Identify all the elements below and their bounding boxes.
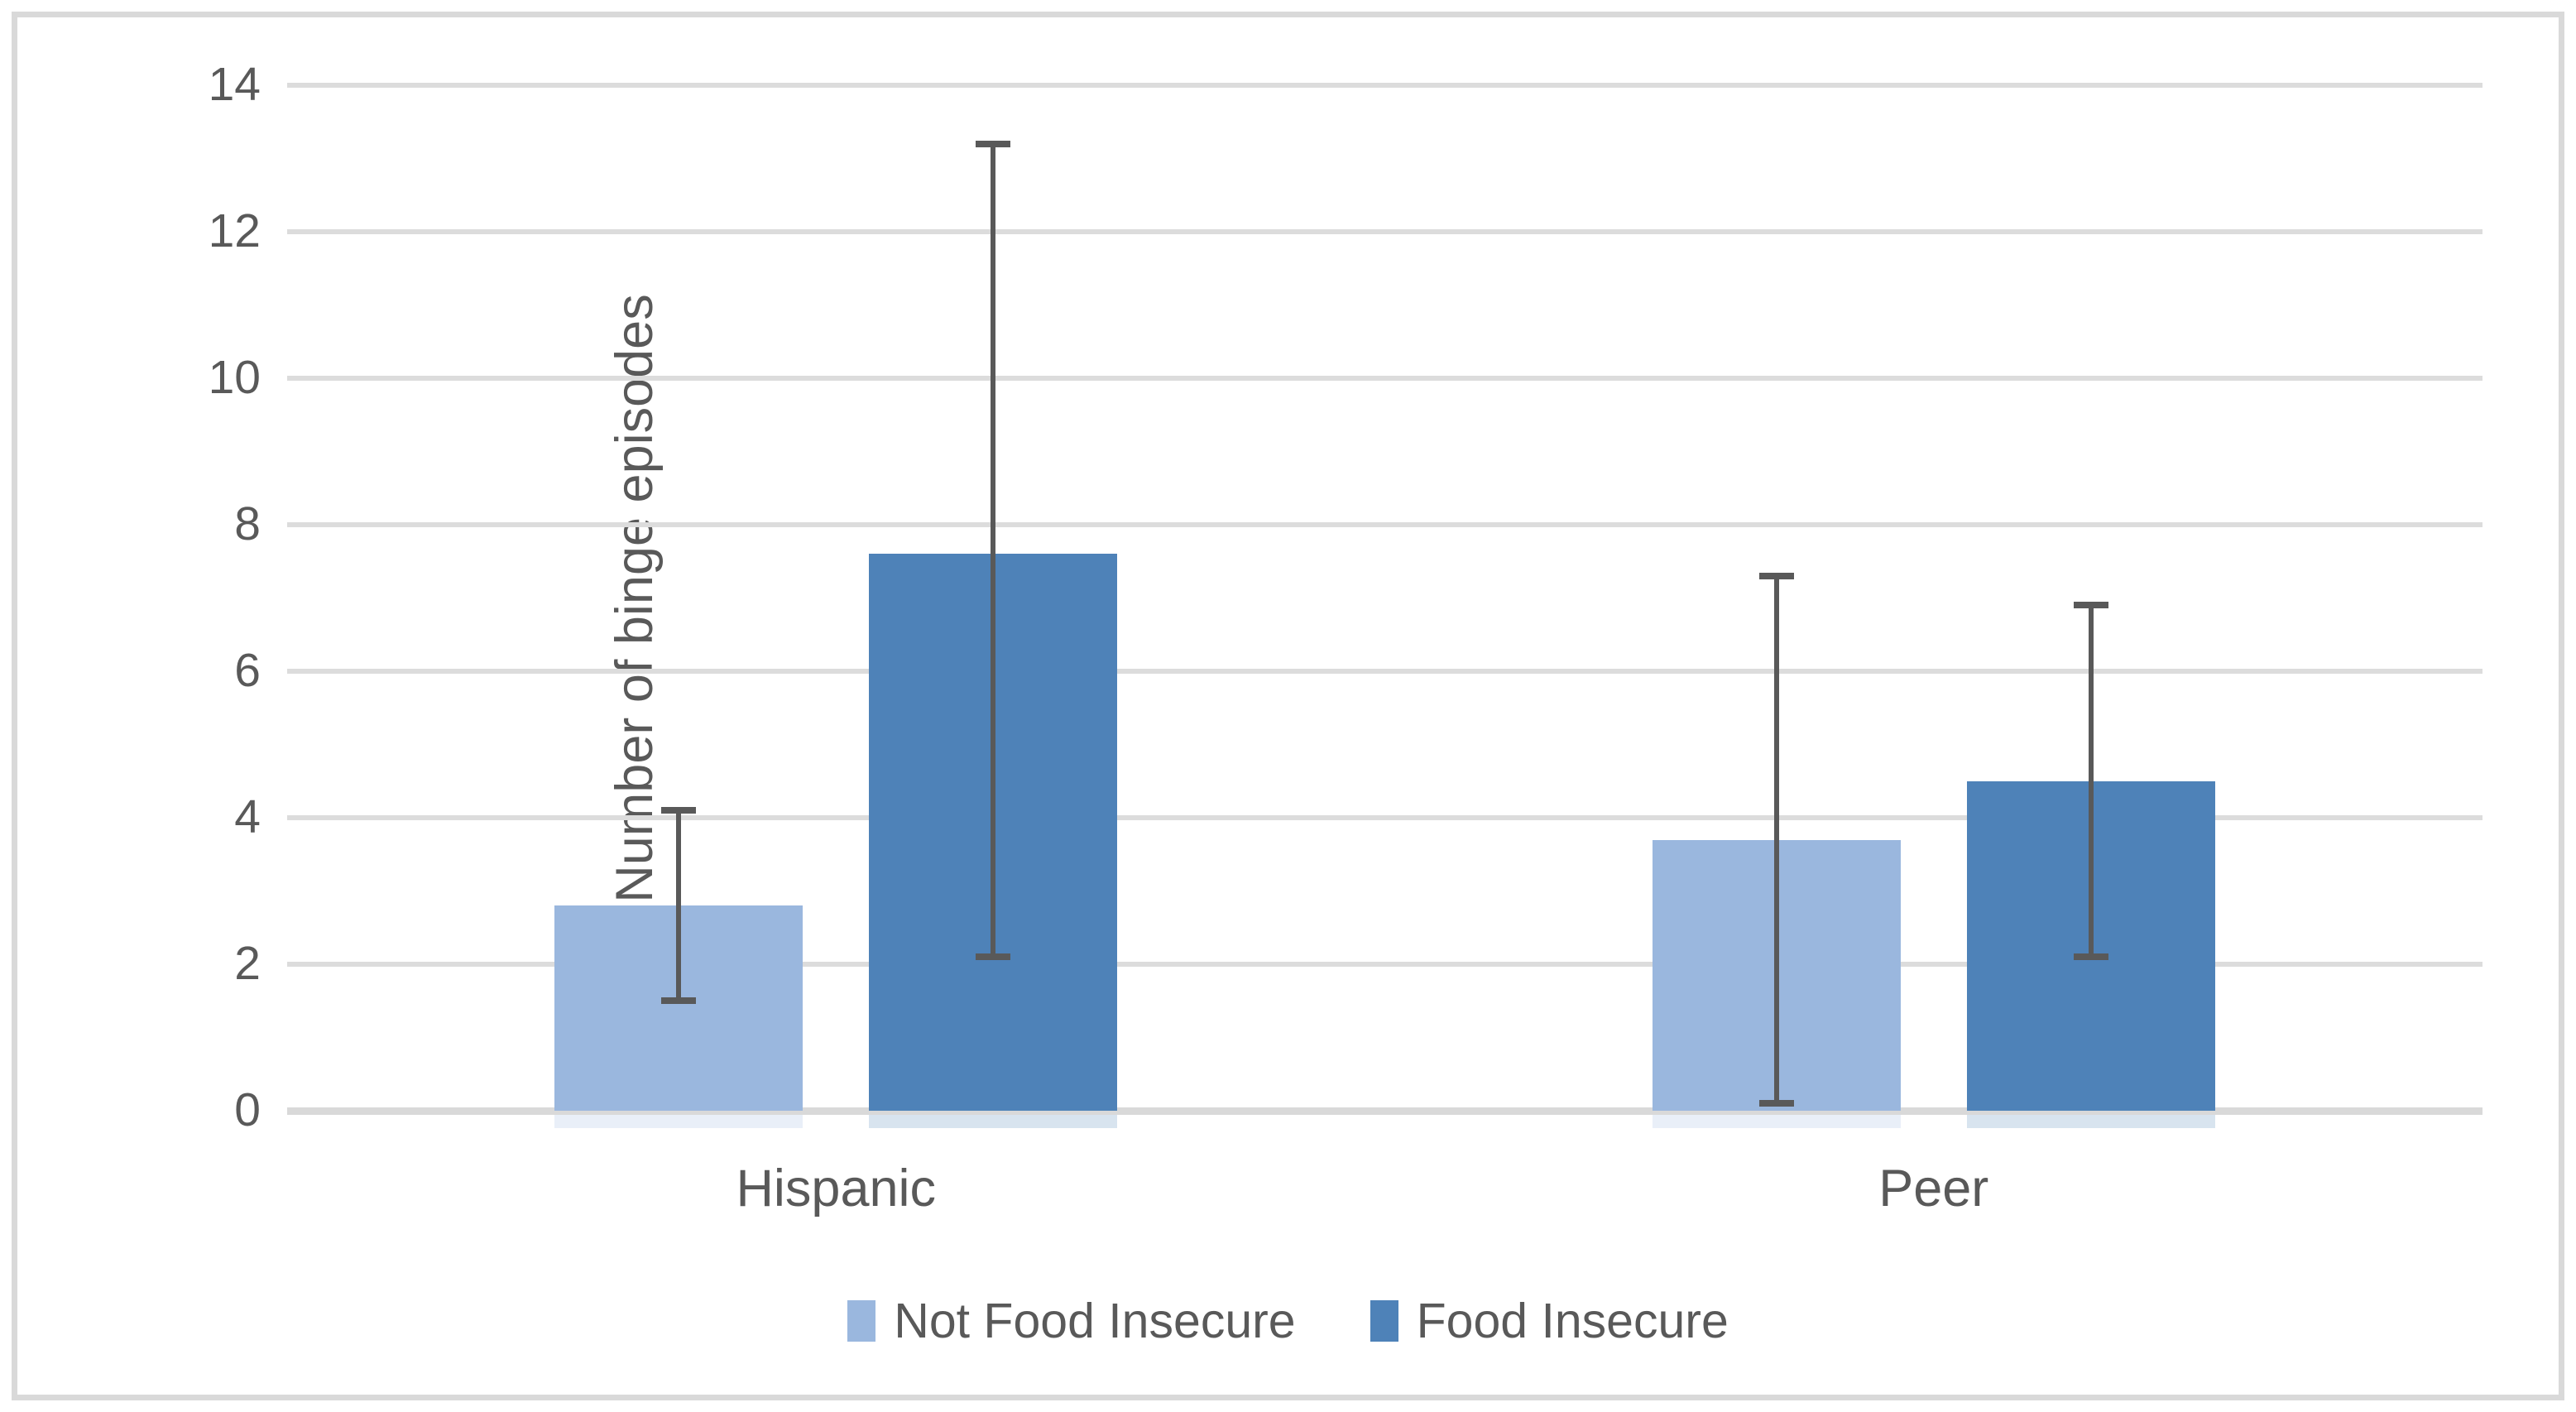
error-bar-cap-bottom: [1758, 1100, 1794, 1107]
bar-reflection: [1652, 1115, 1901, 1128]
y-tick-label: 14: [208, 58, 261, 111]
x-axis-line: [287, 1107, 2482, 1115]
error-bar-cap-bottom: [2073, 953, 2108, 961]
y-tick-label: 4: [234, 790, 261, 843]
gridline: [287, 815, 2482, 820]
y-tick-label: 0: [234, 1083, 261, 1136]
bar-reflection: [554, 1115, 804, 1128]
gridline: [287, 522, 2482, 527]
error-bar-cap-bottom: [661, 997, 697, 1005]
legend-item-not-food-insecure: Not Food Insecure: [847, 1293, 1296, 1349]
bar-reflection: [869, 1115, 1118, 1128]
legend-label: Not Food Insecure: [894, 1294, 1296, 1348]
y-tick-label: 2: [234, 937, 261, 990]
legend-item-food-insecure: Food Insecure: [1370, 1293, 1729, 1349]
plot-area: Number of binge episodes 0 2 4 6 8 10 12 14 Hisp…: [209, 61, 2482, 1217]
x-category-label-peer: Peer: [1878, 1160, 1989, 1217]
gridline: [287, 669, 2482, 674]
y-tick-label: 10: [208, 351, 261, 404]
x-category-label-hispanic: Hispanic: [736, 1160, 937, 1217]
y-tick-label: 8: [234, 497, 261, 550]
gridline: [287, 83, 2482, 88]
legend-swatch-icon: [1370, 1300, 1398, 1342]
error-bar-cap-top: [2073, 602, 2108, 609]
legend: Not Food Insecure Food Insecure: [0, 1293, 2576, 1349]
legend-swatch-icon: [847, 1300, 876, 1342]
error-bar-cap-bottom: [976, 953, 1011, 961]
error-bar-line: [1773, 575, 1779, 1104]
legend-label: Food Insecure: [1416, 1294, 1729, 1348]
error-bar-cap-top: [661, 807, 697, 814]
error-bar-cap-top: [1758, 572, 1794, 579]
error-bar-line: [2088, 605, 2094, 958]
error-bar-line: [676, 810, 682, 1001]
error-bar-cap-top: [976, 140, 1011, 147]
gridline: [287, 962, 2482, 967]
gridline: [287, 229, 2482, 234]
bar-reflection: [1966, 1115, 2215, 1128]
error-bar-line: [991, 143, 996, 958]
y-tick-label: 6: [234, 644, 261, 697]
y-tick-label: 12: [208, 204, 261, 257]
gridline: [287, 376, 2482, 381]
